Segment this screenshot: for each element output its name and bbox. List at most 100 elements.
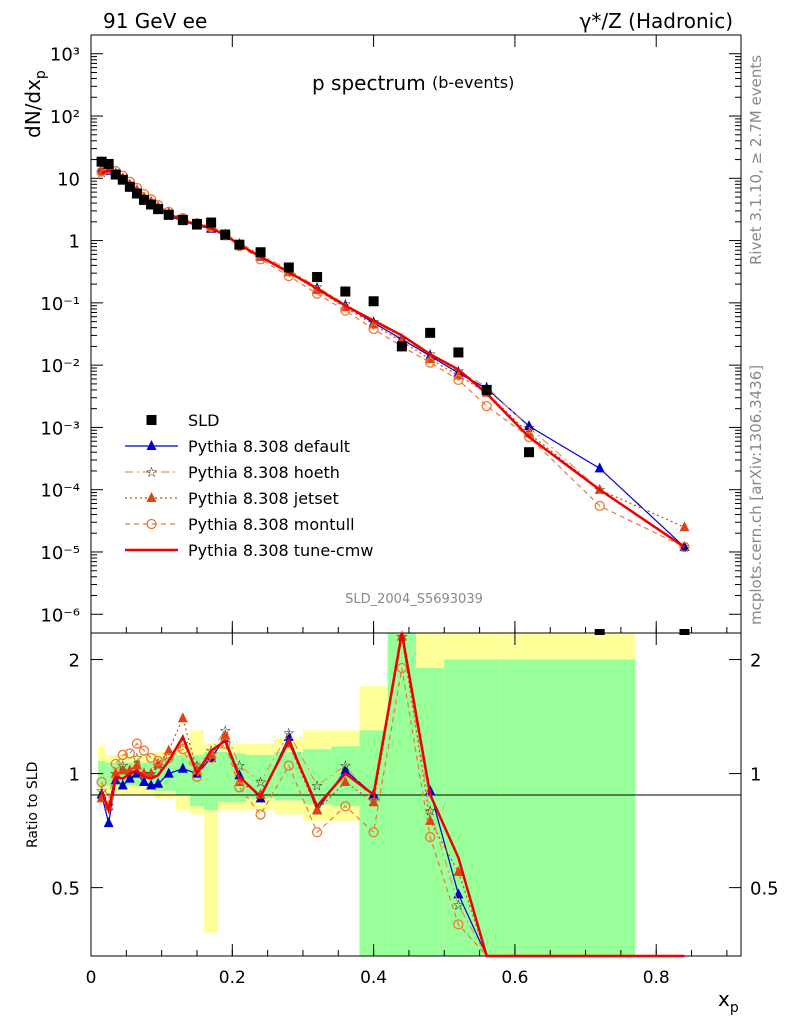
y-tick-label: 10⁻⁵ <box>40 543 80 564</box>
x-tick-label: 0 <box>86 968 97 988</box>
ratio-marker-s3 <box>424 831 436 843</box>
sld-point <box>117 174 128 185</box>
ratio-marker-s0 <box>177 762 188 773</box>
ratio-line-series-4 <box>100 632 685 958</box>
legend-swatch-marker-4 <box>146 518 157 530</box>
ratio-marker-s1: ☆ <box>424 803 437 819</box>
ratio-marker-s3 <box>340 801 351 812</box>
ratio-marker-s3 <box>145 752 157 764</box>
ratio-marker-s3 <box>138 745 150 756</box>
ratio-marker-s3 <box>96 776 107 788</box>
y-axis-label: dN/dxp <box>21 70 49 138</box>
legend-swatch-sld <box>146 415 157 425</box>
x-tick-label: 0.6 <box>501 968 528 988</box>
x-tick-label: 0.8 <box>643 968 670 988</box>
legend-swatch-marker-1 <box>146 440 157 450</box>
ratio-tick-label-right: 0.5 <box>750 879 779 900</box>
ratio-marker-s2 <box>146 767 157 778</box>
ratio-marker-s0 <box>124 772 135 783</box>
main-marker-s3 <box>594 500 605 512</box>
y-tick-label: 10³ <box>50 45 80 66</box>
main-marker-s3 <box>523 431 535 443</box>
ratio-marker-s2 <box>220 729 231 740</box>
sld-point <box>131 188 142 199</box>
ratio-marker-s1: ☆ <box>283 726 296 742</box>
y-tick-label: 10⁻¹ <box>40 294 80 315</box>
main-marker-s3 <box>424 357 436 368</box>
ratio-y-axis-label: Ratio to SLD <box>25 762 41 848</box>
ratio-marker-s0 <box>131 767 142 778</box>
rivet-label: Rivet 3.1.10, ≥ 2.7M events <box>747 55 765 265</box>
ratio-line-series-2 <box>101 636 685 957</box>
band-green-3 <box>175 754 190 795</box>
sld-point <box>524 447 535 458</box>
legend-label-3: Pythia 8.308 jetset <box>188 489 339 508</box>
ratio-uncertainty-bands <box>98 633 636 956</box>
ratio-marker-s2 <box>110 767 121 778</box>
ratio-marker-s0 <box>163 767 174 778</box>
sld-point <box>138 194 149 205</box>
y-tick-label: 10² <box>50 107 80 128</box>
axis-ticks: 0 0.2 0.4 0.6 0.810⁻⁶10⁻⁵10⁻⁴10⁻³10⁻²10⁻¹110… <box>40 34 779 988</box>
ratio-marker-s1: ☆ <box>311 779 324 795</box>
sld-point <box>103 158 114 169</box>
band-green-0 <box>98 760 106 788</box>
ratio-marker-s0 <box>153 777 164 788</box>
y-tick-label: 10⁻⁶ <box>40 605 80 626</box>
band-green-12 <box>359 730 388 956</box>
main-line-series-3 <box>101 168 685 548</box>
sld-point <box>234 239 245 250</box>
header-left-title: 91 GeV ee <box>103 9 207 33</box>
ratio-tick-label: 1 <box>69 765 80 786</box>
y-tick-label: 10⁻² <box>40 356 80 377</box>
ratio-marker-s0 <box>340 764 351 775</box>
sld-point-offscale <box>594 629 605 635</box>
ratio-marker-s0 <box>117 779 128 790</box>
ratio-marker-s1: ☆ <box>452 898 465 914</box>
ratio-marker-s3 <box>311 827 323 838</box>
y-tick-label: 1 <box>69 232 80 253</box>
ratio-marker-s0 <box>138 776 149 787</box>
ratio-line-series-3 <box>101 667 685 957</box>
ratio-marker-s3 <box>453 919 464 930</box>
main-marker-s3 <box>368 323 379 335</box>
main-marker-s3 <box>453 374 464 386</box>
sld-point <box>340 286 351 297</box>
analysis-tag: SLD_2004_S5693039 <box>345 592 483 607</box>
legend-label-5: Pythia 8.308 tune-cmw <box>188 541 373 560</box>
sld-point <box>283 262 294 273</box>
sld-point-offscale <box>679 629 690 635</box>
ratio-marker-s1: ☆ <box>254 775 267 791</box>
sld-point <box>255 247 266 258</box>
ratio-marker-s2 <box>340 776 351 787</box>
sld-data-points <box>96 156 690 635</box>
sld-point <box>124 181 135 192</box>
sld-point <box>220 229 231 240</box>
ratio-marker-s3 <box>234 782 245 793</box>
ratio-marker-s3 <box>131 738 143 749</box>
legend-label-2: Pythia 8.308 hoeth <box>188 463 340 482</box>
sld-point <box>153 204 164 215</box>
ratio-marker-s0 <box>103 817 114 828</box>
legend-swatch-marker-2: ☆ <box>145 465 158 481</box>
ratio-marker-s3 <box>117 749 128 761</box>
sld-point <box>312 272 323 283</box>
x-tick-label: 0.4 <box>360 968 387 988</box>
ratio-marker-s1: ☆ <box>339 759 352 775</box>
sld-point <box>163 209 174 220</box>
legend: SLD Pythia 8.308 default ☆ Pythia 8.308 hoe… <box>125 411 373 560</box>
sld-point <box>146 199 157 210</box>
main-marker-s0 <box>524 420 535 431</box>
sld-point <box>191 218 202 229</box>
sld-point <box>206 217 217 228</box>
ratio-series-layer: ☆☆☆☆☆☆☆☆☆☆☆☆☆☆☆☆☆☆☆☆☆☆☆ <box>95 630 685 958</box>
sld-point <box>481 384 492 395</box>
sld-point <box>96 156 107 167</box>
ratio-tick-label-right: 2 <box>750 651 761 672</box>
ratio-marker-s2 <box>177 712 188 723</box>
x-axis-label: xp <box>718 987 739 1016</box>
ratio-marker-s3 <box>152 755 164 767</box>
ratio-marker-s2 <box>163 744 174 755</box>
ratio-marker-s3 <box>255 809 266 820</box>
